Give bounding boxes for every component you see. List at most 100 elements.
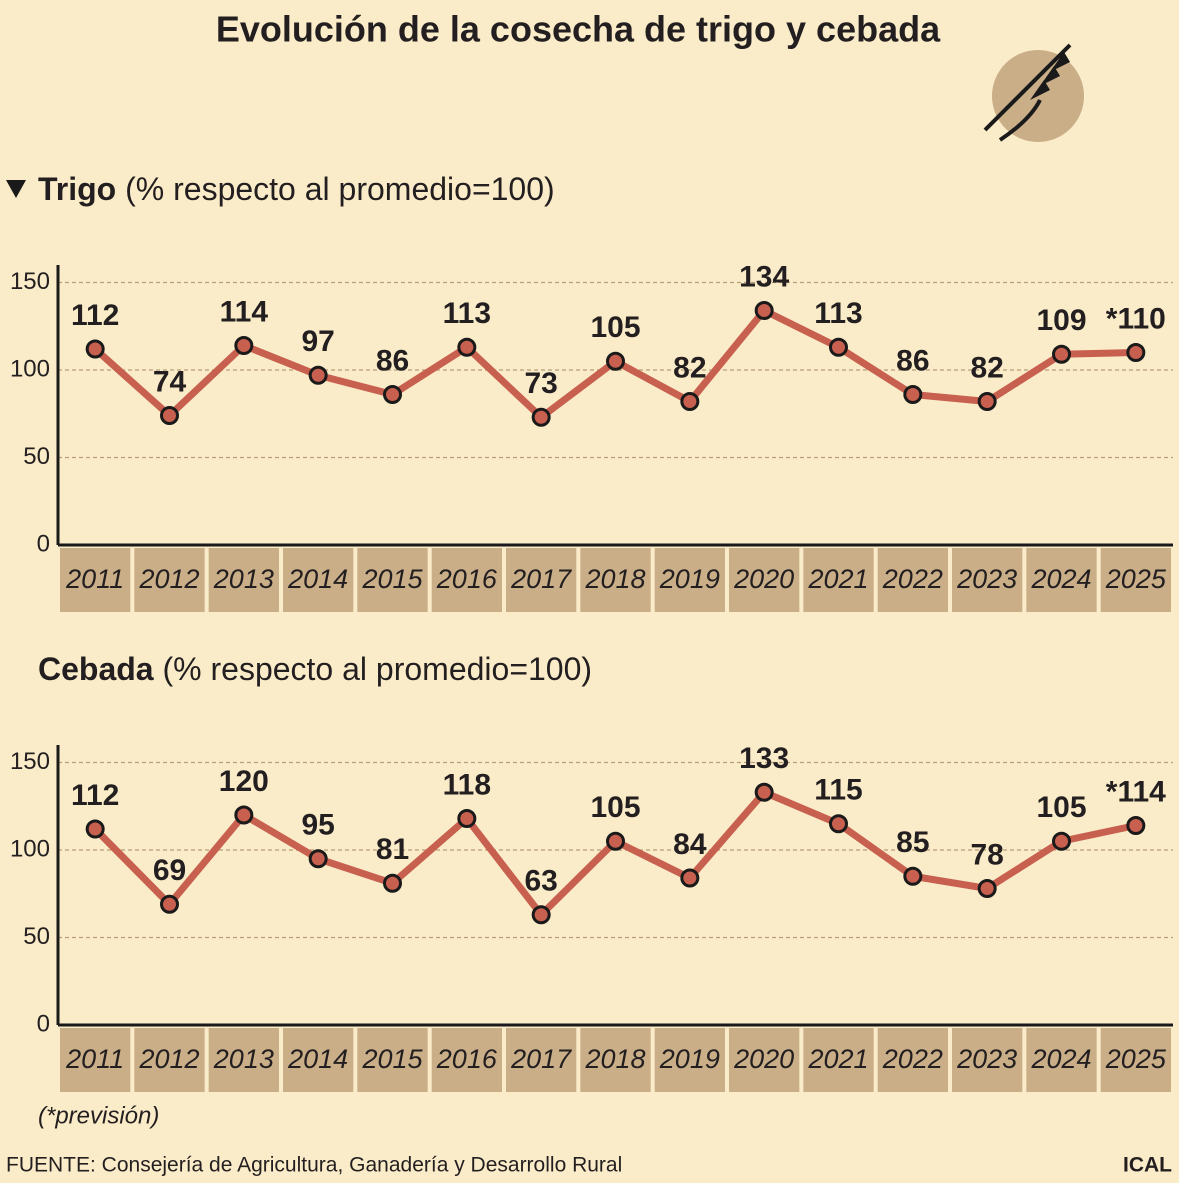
x-tick-label: 2011 — [65, 564, 124, 594]
y-tick-label: 50 — [23, 923, 50, 950]
point — [829, 337, 848, 357]
point — [234, 336, 254, 355]
point — [234, 805, 254, 825]
footnote: (*previsión) — [38, 1102, 159, 1129]
data-label: 134 — [739, 260, 789, 293]
x-tick-label: 2024 — [1030, 564, 1091, 594]
x-tick-label: 2025 — [1105, 1044, 1167, 1074]
data-label: 82 — [673, 351, 706, 384]
credit: ICAL — [1123, 1154, 1172, 1177]
category-box — [134, 1028, 205, 1092]
x-tick-label: 2013 — [213, 1044, 274, 1074]
data-label: 95 — [301, 809, 334, 842]
data-label: 105 — [590, 791, 640, 824]
category-box — [506, 1028, 577, 1092]
data-label: 114 — [220, 295, 269, 328]
category-box — [1100, 1028, 1171, 1092]
category-box — [654, 1028, 725, 1092]
data-label: 85 — [896, 826, 929, 859]
x-tick-label: 2017 — [510, 1044, 572, 1074]
category-box — [60, 548, 131, 612]
chart-title: Evolución de la cosecha de trigo y cebad… — [216, 9, 941, 50]
data-label: 63 — [524, 865, 557, 898]
y-tick-label: 100 — [10, 355, 50, 382]
wheat-icon — [983, 43, 1084, 142]
category-box — [1026, 1028, 1097, 1092]
point — [606, 351, 625, 371]
data-label: 112 — [71, 779, 119, 812]
x-tick-label: 2021 — [807, 564, 868, 594]
x-tick-label: 2025 — [1105, 564, 1167, 594]
data-label: 84 — [673, 828, 707, 861]
category-box — [803, 548, 874, 612]
data-label: 78 — [970, 838, 1003, 871]
y-tick-label: 50 — [23, 443, 50, 470]
category-box — [60, 1028, 131, 1092]
category-box — [952, 548, 1023, 612]
point — [754, 782, 774, 802]
point — [903, 866, 923, 886]
x-tick-label: 2022 — [882, 1044, 943, 1074]
subtitle-note: (% respecto al promedio=100) — [125, 171, 555, 207]
x-tick-label: 2017 — [510, 564, 572, 594]
point — [829, 814, 848, 834]
data-label: 120 — [219, 765, 269, 798]
data-label: 73 — [524, 367, 557, 400]
data-label: 82 — [970, 351, 1003, 384]
category-box — [283, 1028, 354, 1092]
category-box — [506, 548, 577, 612]
x-tick-label: 2018 — [584, 564, 645, 594]
series-name: Cebada — [38, 651, 154, 687]
category-box — [580, 548, 651, 612]
point — [160, 894, 179, 914]
data-label: 105 — [590, 311, 640, 344]
x-tick-label: 2015 — [361, 564, 423, 594]
x-tick-label: 2023 — [956, 1044, 1017, 1074]
data-label: 133 — [739, 742, 789, 775]
subtitle: Trigo (% respecto al promedio=100) — [38, 171, 555, 207]
point — [680, 868, 700, 888]
x-tick-label: 2012 — [138, 1044, 199, 1074]
point — [606, 831, 625, 851]
x-tick-label: 2012 — [138, 564, 199, 594]
point — [85, 819, 105, 839]
y-tick-label: 0 — [37, 530, 50, 557]
x-tick-label: 2011 — [65, 1044, 124, 1074]
x-tick-label: 2021 — [807, 1044, 868, 1074]
point — [383, 873, 402, 893]
x-tick-label: 2016 — [436, 564, 498, 594]
category-box — [283, 548, 354, 612]
category-box — [877, 548, 948, 612]
category-box — [1026, 548, 1097, 612]
category-box — [134, 548, 205, 612]
data-label: *114 — [1106, 775, 1166, 808]
series-name: Trigo — [38, 171, 116, 207]
data-label: 86 — [376, 344, 409, 377]
data-label: 109 — [1036, 304, 1086, 337]
data-label: 97 — [301, 325, 334, 358]
point — [977, 879, 997, 898]
point — [457, 809, 477, 828]
y-tick-label: 150 — [10, 748, 50, 775]
subtitle: Cebada (% respecto al promedio=100) — [38, 651, 592, 687]
category-box — [431, 548, 502, 612]
x-tick-label: 2019 — [659, 1044, 720, 1074]
data-label: 112 — [71, 299, 119, 332]
point — [1126, 816, 1146, 835]
x-tick-label: 2014 — [287, 564, 348, 594]
data-label: 115 — [814, 774, 862, 807]
category-box — [952, 1028, 1023, 1092]
category-box — [729, 1028, 800, 1092]
point — [383, 385, 402, 404]
y-tick-label: 0 — [37, 1010, 50, 1037]
source: FUENTE: Consejería de Agricultura, Ganad… — [6, 1154, 622, 1177]
category-box — [208, 548, 279, 612]
x-tick-label: 2018 — [584, 1044, 645, 1074]
data-label: 113 — [443, 297, 491, 330]
category-box — [580, 1028, 651, 1092]
data-label: 74 — [153, 365, 187, 398]
subtitle-note: (% respecto al promedio=100) — [162, 651, 592, 687]
point — [977, 392, 997, 411]
point — [308, 365, 328, 385]
